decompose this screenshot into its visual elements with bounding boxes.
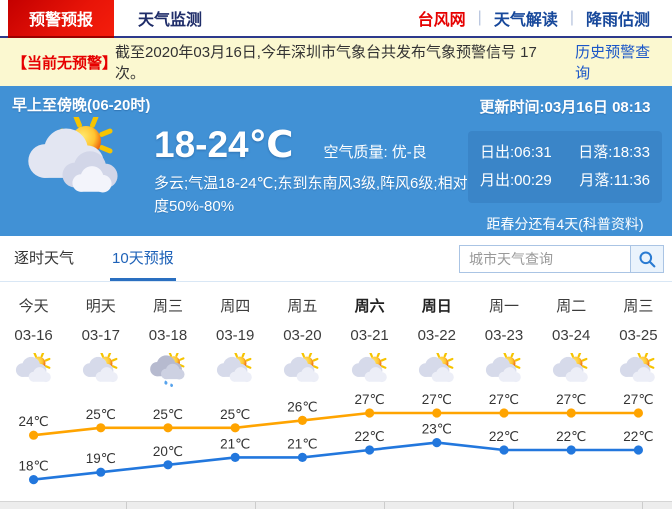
svg-text:27℃: 27℃ [355, 392, 385, 407]
partly-cloudy-icon [336, 351, 403, 391]
partly-cloudy-icon [67, 351, 134, 391]
alert-bar: 【当前无预警】 截至2020年03月16日,今年深圳市气象台共发布气象预警信号 … [0, 38, 672, 86]
svg-text:25℃: 25℃ [220, 407, 250, 422]
svg-text:18℃: 18℃ [19, 459, 49, 474]
nav-tab-weather-monitor[interactable]: 天气监测 [138, 12, 203, 29]
shower-icon [134, 351, 201, 391]
day-date: 03-17 [81, 327, 120, 344]
day-name: 周三 [623, 298, 654, 315]
forecast-day[interactable]: 周一 03-23 [470, 295, 537, 391]
partly-cloudy-icon [470, 351, 537, 391]
update-time: 更新时间:03月16日 08:13 [479, 99, 651, 116]
svg-text:26℃: 26℃ [287, 399, 317, 414]
svg-text:22℃: 22℃ [355, 429, 385, 444]
day-date: 03-16 [14, 327, 53, 344]
day-date: 03-18 [148, 327, 188, 344]
forecast-day[interactable]: 周日 03-22 [403, 295, 470, 391]
svg-text:20℃: 20℃ [153, 444, 183, 459]
nav-link-weather-explain[interactable]: 天气解读 [493, 12, 558, 29]
current-weather-panel: 早上至傍晚(06-20时) 18-24℃ 空气质量: 优-良 多云;气温18-2… [0, 86, 672, 236]
day-name: 周二 [556, 298, 587, 315]
temperature-chart: 24℃ 25℃ 25℃ 25℃ 26℃ 27℃ 27℃ 27℃ 27℃ 27℃ 18℃ 19℃ 20℃ 2… [0, 391, 672, 499]
day-name: 周四 [220, 298, 251, 315]
sunset-time: 日落:18:33 [578, 144, 650, 161]
nav-links: 台风网 | 天气解读 | 降雨估测 [406, 0, 662, 36]
tab-10day-forecast[interactable]: 10天预报 [110, 247, 176, 281]
partly-cloudy-icon [538, 351, 605, 391]
forecast-toolbar: 逐时天气 10天预报 [0, 236, 672, 282]
partly-cloudy-icon [269, 351, 336, 391]
svg-text:27℃: 27℃ [422, 392, 452, 407]
alert-text: 截至2020年03月16日,今年深圳市气象台共发布气象预警信号 17 次。 [115, 44, 537, 82]
nav-tab-warning-forecast[interactable]: 预警预报 [8, 0, 115, 38]
svg-text:22℃: 22℃ [623, 429, 653, 444]
temperature-range: 18-24℃ [154, 124, 294, 165]
forecast-day[interactable]: 周五 03-20 [269, 295, 336, 391]
svg-text:21℃: 21℃ [220, 436, 250, 451]
forecast-day[interactable]: 明天 03-17 [67, 295, 134, 391]
day-name: 周三 [152, 298, 183, 315]
moonset-time: 月落:11:36 [579, 171, 650, 189]
divider: | [477, 9, 482, 26]
svg-text:27℃: 27℃ [556, 392, 586, 407]
search-button[interactable] [631, 245, 664, 273]
divider: | [569, 9, 574, 26]
svg-text:24℃: 24℃ [19, 414, 49, 429]
day-date: 03-25 [619, 327, 658, 344]
tab-hourly-weather[interactable]: 逐时天气 [14, 250, 75, 267]
forecast-days-grid: 今天 03-16 明天 03-17 周三 03-18 周四 03-19 [0, 282, 672, 391]
day-date: 03-20 [283, 327, 322, 344]
day-name: 周一 [488, 298, 519, 315]
forecast-day[interactable]: 周六 03-21 [336, 295, 403, 391]
partly-cloudy-icon [605, 351, 672, 391]
svg-text:25℃: 25℃ [86, 407, 116, 422]
day-name: 周日 [421, 298, 452, 315]
top-nav: 预警预报 天气监测 台风网 | 天气解读 | 降雨估测 [0, 0, 672, 38]
day-name: 周五 [287, 298, 318, 315]
svg-text:25℃: 25℃ [153, 407, 183, 422]
day-date: 03-19 [216, 327, 255, 344]
table-header-strip [0, 501, 672, 509]
forecast-day[interactable]: 今天 03-16 [0, 295, 67, 391]
city-search [459, 245, 664, 273]
forecast-day[interactable]: 周二 03-24 [538, 295, 605, 391]
day-name: 明天 [85, 298, 116, 315]
svg-text:21℃: 21℃ [287, 436, 317, 451]
forecast-period-label: 早上至傍晚(06-20时) [12, 97, 151, 114]
partly-cloudy-icon [202, 351, 269, 391]
partly-cloudy-icon [403, 351, 470, 391]
alert-status-badge: 【当前无预警】 [12, 54, 118, 72]
svg-text:27℃: 27℃ [623, 392, 653, 407]
nav-link-rain-estimate[interactable]: 降雨估测 [585, 12, 650, 29]
day-date: 03-23 [484, 327, 524, 344]
day-name: 周六 [354, 298, 385, 315]
weather-description: 多云;气温18-24℃;东到东南风3级,阵风6级;相对湿度50%-80% [154, 175, 483, 216]
forecast-day[interactable]: 周四 03-19 [202, 295, 269, 391]
day-date: 03-22 [417, 327, 456, 344]
day-date: 03-24 [552, 327, 591, 344]
solar-term-countdown[interactable]: 距春分还有4天(科普资料) [486, 215, 644, 232]
svg-text:22℃: 22℃ [556, 429, 586, 444]
sun-moon-box: 日出:06:31 日落:18:33 月出:00:29 月落:11:36 [468, 131, 662, 203]
history-warning-link[interactable]: 历史预警查询 [575, 44, 651, 82]
search-icon [638, 250, 655, 267]
air-quality: 空气质量: 优-良 [323, 144, 427, 161]
sunrise-time: 日出:06:31 [480, 144, 552, 161]
forecast-day[interactable]: 周三 03-18 [134, 295, 201, 391]
forecast-day[interactable]: 周三 03-25 [605, 295, 672, 391]
svg-text:22℃: 22℃ [489, 429, 519, 444]
nav-link-typhoon[interactable]: 台风网 [417, 12, 466, 29]
city-search-input[interactable] [459, 245, 631, 273]
partly-cloudy-icon [0, 351, 67, 391]
moonrise-time: 月出:00:29 [480, 171, 552, 189]
svg-text:19℃: 19℃ [86, 451, 116, 466]
svg-text:27℃: 27℃ [489, 392, 519, 407]
day-date: 03-21 [350, 327, 389, 344]
svg-text:23℃: 23℃ [422, 422, 452, 437]
day-name: 今天 [18, 298, 49, 315]
partly-cloudy-icon [20, 114, 132, 209]
